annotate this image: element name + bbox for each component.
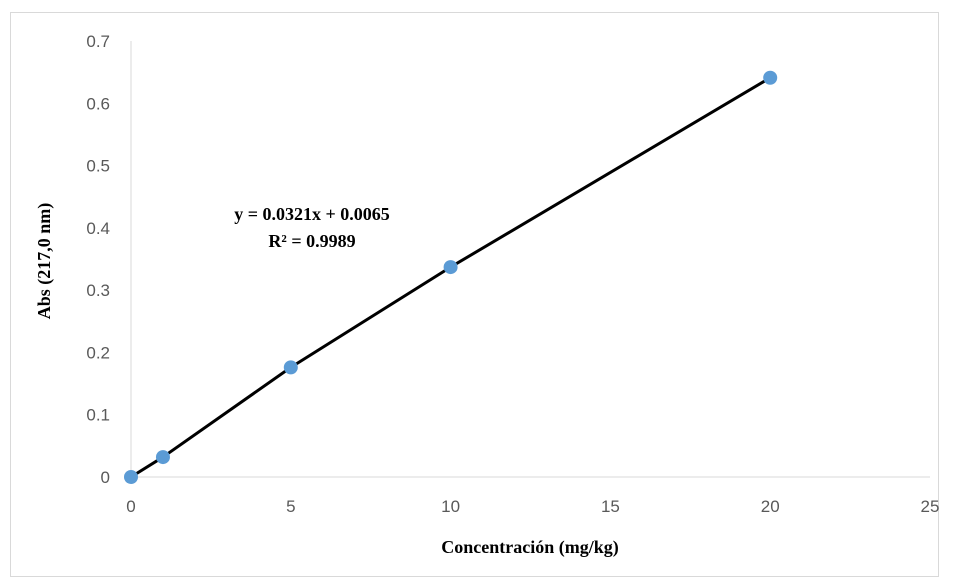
x-axis-title: Concentración (mg/kg) bbox=[441, 537, 618, 558]
trendline-group bbox=[130, 76, 771, 479]
x-tick-label: 25 bbox=[921, 497, 940, 516]
y-tick-label: 0.5 bbox=[86, 157, 110, 176]
y-tick-label: 0.6 bbox=[86, 94, 110, 113]
y-tick-label: 0.3 bbox=[86, 281, 110, 300]
x-tick-label: 20 bbox=[761, 497, 780, 516]
r-squared-label: R² = 0.9989 bbox=[268, 231, 355, 251]
y-tick-label: 0.2 bbox=[86, 343, 110, 362]
trendline-equation: y = 0.0321x + 0.0065 bbox=[234, 204, 390, 224]
y-tick-labels: 0 0.1 0.2 0.3 0.4 0.5 0.6 0.7 bbox=[86, 32, 110, 487]
x-tick-label: 5 bbox=[286, 497, 295, 516]
x-tick-label: 0 bbox=[126, 497, 135, 516]
x-tick-label: 15 bbox=[601, 497, 620, 516]
data-points bbox=[124, 70, 778, 484]
trendline bbox=[130, 76, 771, 479]
y-axis-title: Abs (217,0 nm) bbox=[34, 203, 55, 320]
data-point bbox=[763, 70, 778, 85]
chart-area bbox=[10, 12, 939, 577]
x-tick-label: 10 bbox=[441, 497, 460, 516]
data-point bbox=[283, 360, 298, 375]
x-tick-labels: 0 5 10 15 20 25 bbox=[126, 497, 939, 516]
y-tick-label: 0.7 bbox=[86, 32, 110, 51]
y-tick-label: 0.4 bbox=[86, 219, 110, 238]
y-tick-label: 0 bbox=[101, 468, 110, 487]
data-point bbox=[155, 450, 170, 465]
y-tick-label: 0.1 bbox=[86, 406, 110, 425]
data-point bbox=[124, 470, 138, 484]
data-point bbox=[443, 260, 458, 275]
